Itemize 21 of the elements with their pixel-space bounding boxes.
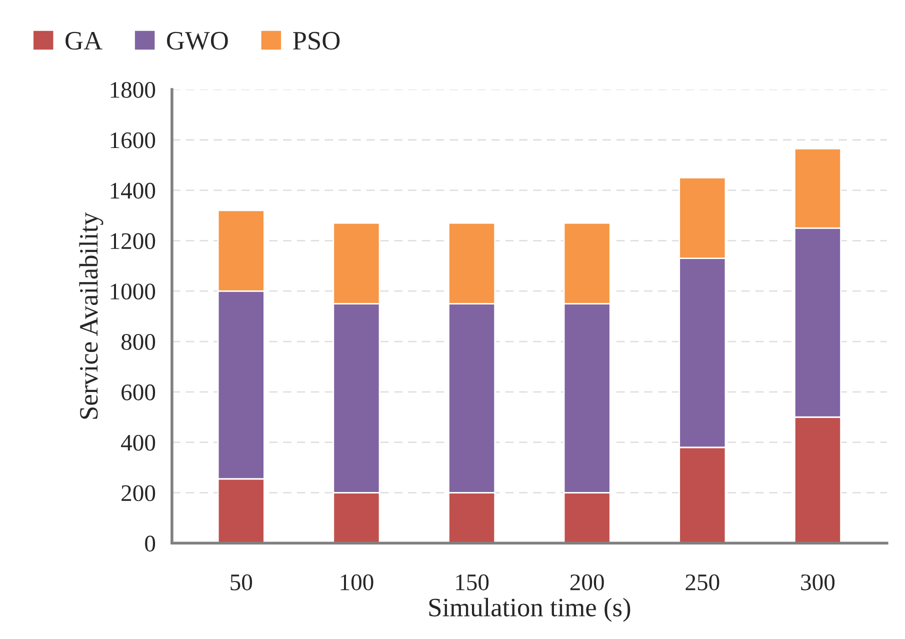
y-tick-label: 1600 [110, 132, 156, 148]
y-tick-label: 600 [122, 384, 156, 400]
y-tick-label: 1800 [110, 82, 156, 98]
y-axis-title: Service Availability [79, 212, 104, 419]
x-axis-title: Simulation time (s) [429, 598, 630, 622]
y-tick-label: 400 [121, 434, 156, 451]
legend-label: GA [66, 32, 102, 50]
x-tick-label: 50 [230, 574, 252, 590]
legend-label: PSO [293, 32, 340, 50]
x-tick-label: 300 [801, 574, 835, 590]
x-tick-label: 150 [456, 574, 489, 590]
y-tick-label: 1400 [110, 182, 156, 199]
x-tick-label: 200 [570, 574, 604, 590]
y-tick-label: 1000 [110, 284, 156, 300]
x-tick-label: 250 [686, 574, 720, 590]
y-tick-label: 1200 [110, 233, 156, 250]
x-tick-label: 100 [340, 574, 374, 590]
y-tick-label: 200 [122, 485, 156, 502]
legend-label: GWO [167, 32, 228, 50]
y-tick-label: 800 [121, 334, 156, 350]
y-tick-label: 0 [145, 536, 156, 552]
